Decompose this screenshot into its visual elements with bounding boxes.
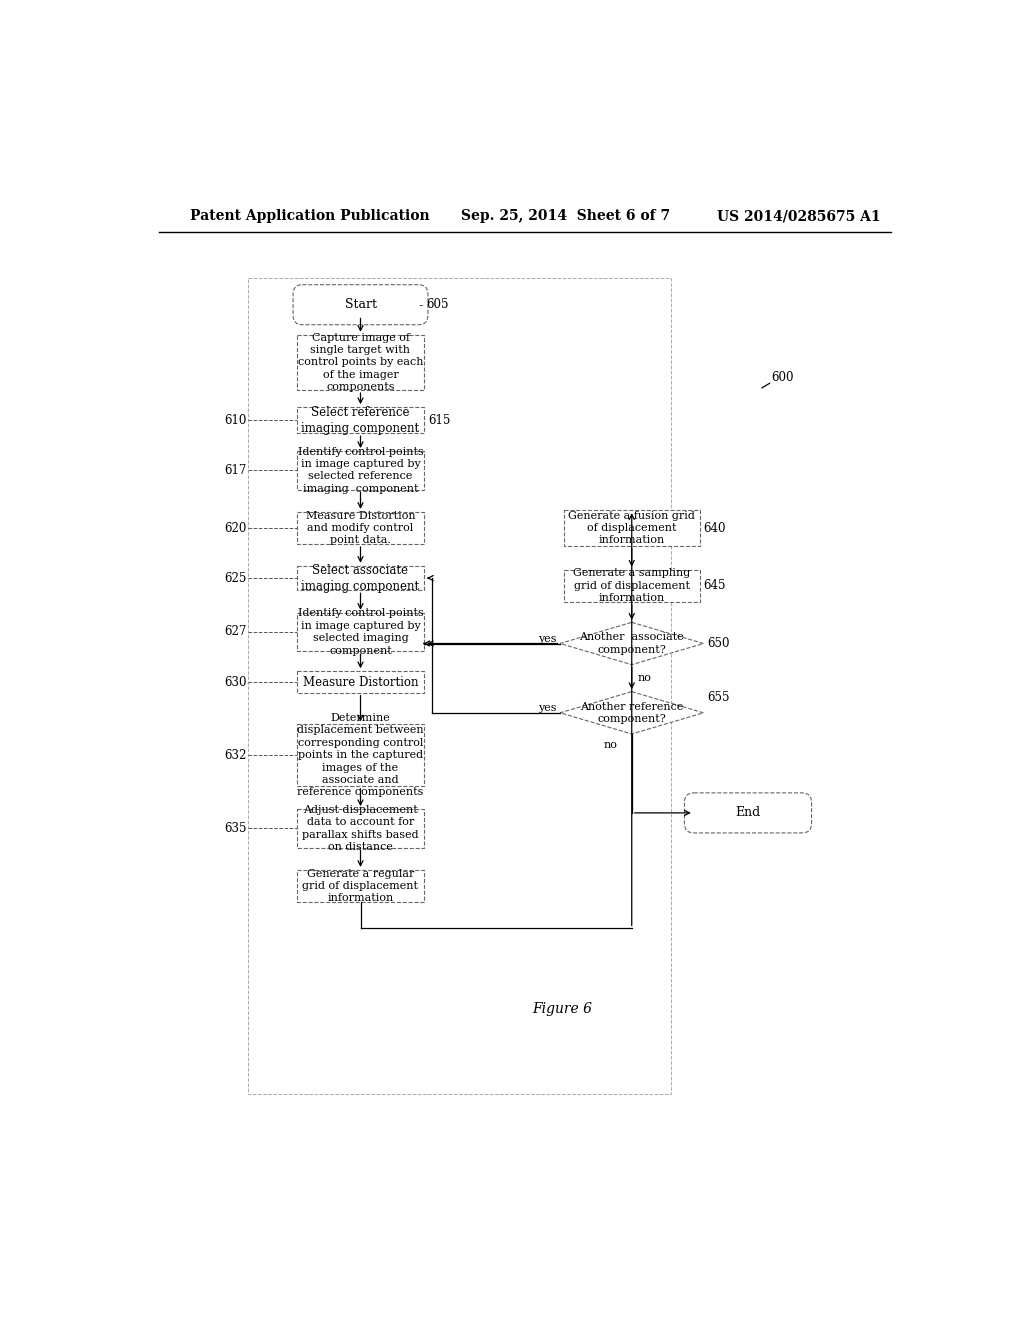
Text: no: no	[604, 739, 617, 750]
Text: Select associate
imaging component: Select associate imaging component	[301, 564, 420, 593]
Bar	[248, 277, 671, 1094]
Bar	[297, 451, 424, 490]
Bar	[297, 612, 424, 651]
Bar	[297, 407, 424, 433]
Bar	[297, 725, 424, 785]
Text: 600: 600	[771, 371, 794, 384]
Text: US 2014/0285675 A1: US 2014/0285675 A1	[717, 209, 881, 223]
Bar	[297, 809, 424, 847]
Text: 627: 627	[224, 626, 247, 639]
Text: Figure 6: Figure 6	[532, 1002, 592, 1016]
Text: 645: 645	[703, 579, 726, 593]
Bar	[564, 570, 699, 602]
Text: 620: 620	[224, 521, 247, 535]
Text: 650: 650	[707, 638, 729, 649]
Text: 632: 632	[224, 748, 247, 762]
Text: 625: 625	[224, 572, 247, 585]
Polygon shape	[560, 692, 703, 734]
FancyBboxPatch shape	[684, 793, 812, 833]
Text: 615: 615	[428, 413, 451, 426]
Bar	[297, 512, 424, 544]
Text: Generate a sampling
grid of displacement
information: Generate a sampling grid of displacement…	[573, 569, 690, 603]
FancyBboxPatch shape	[293, 285, 428, 325]
Text: no: no	[638, 673, 652, 684]
Text: 655: 655	[707, 690, 729, 704]
Text: Select reference
imaging component: Select reference imaging component	[301, 405, 420, 434]
Polygon shape	[560, 622, 703, 665]
Text: Another reference
component?: Another reference component?	[580, 702, 683, 723]
Bar	[564, 511, 699, 545]
Text: Measure Distortion: Measure Distortion	[303, 676, 418, 689]
Text: Sep. 25, 2014  Sheet 6 of 7: Sep. 25, 2014 Sheet 6 of 7	[461, 209, 671, 223]
Text: End: End	[735, 807, 761, 820]
Text: Another  associate
component?: Another associate component?	[580, 632, 684, 655]
Text: Capture image of
single target with
control points by each
of the imager
compone: Capture image of single target with cont…	[298, 333, 423, 392]
Text: yes: yes	[538, 704, 557, 713]
Text: 630: 630	[224, 676, 247, 689]
Text: Identify control points
in image captured by
selected imaging
component: Identify control points in image capture…	[298, 609, 423, 656]
Text: Start: Start	[344, 298, 377, 312]
Text: Adjust displacement
data to account for
parallax shifts based
on distance: Adjust displacement data to account for …	[302, 805, 419, 851]
Text: Patent Application Publication: Patent Application Publication	[190, 209, 430, 223]
Text: Identify control points
in image captured by
selected reference
imaging  compone: Identify control points in image capture…	[298, 446, 423, 494]
Text: Generate a regular
grid of displacement
information: Generate a regular grid of displacement …	[302, 869, 419, 903]
Text: 605: 605	[426, 298, 449, 312]
Text: Measure Distortion
and modify control
point data.: Measure Distortion and modify control po…	[306, 511, 416, 545]
Text: yes: yes	[538, 634, 557, 644]
Bar	[297, 566, 424, 590]
Text: 610: 610	[224, 413, 247, 426]
Bar	[297, 671, 424, 693]
Bar	[297, 870, 424, 903]
Text: 635: 635	[224, 822, 247, 834]
Text: Determine
displacement between
corresponding control
points in the captured
imag: Determine displacement between correspon…	[297, 713, 424, 797]
Text: 617: 617	[224, 463, 247, 477]
Text: 640: 640	[703, 521, 726, 535]
Bar	[297, 335, 424, 391]
Text: Generate a fusion grid
of displacement
information: Generate a fusion grid of displacement i…	[568, 511, 695, 545]
